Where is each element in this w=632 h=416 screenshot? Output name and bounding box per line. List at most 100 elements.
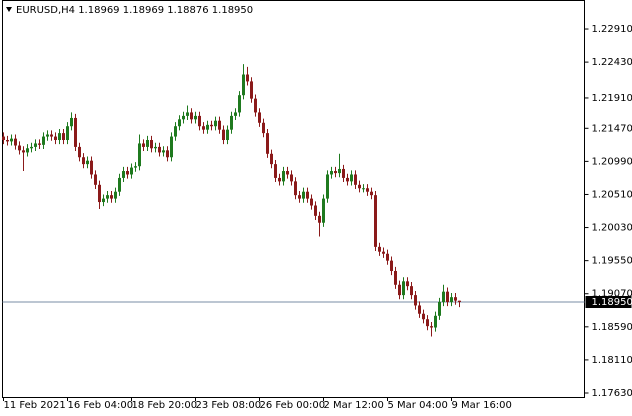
candle-body (294, 181, 297, 196)
candle-body (14, 138, 17, 146)
candle-body (234, 112, 237, 116)
candle-body (334, 171, 337, 174)
candle-body (186, 112, 189, 116)
candle-body (158, 146, 161, 153)
candle-body (342, 168, 345, 178)
chart-title: EURUSD,H4 1.18969 1.18969 1.18876 1.1895… (16, 5, 253, 16)
candle-body (66, 126, 69, 141)
candle-body (454, 297, 457, 301)
candle-body (458, 300, 461, 303)
candle-body (326, 174, 329, 199)
candle-body (314, 205, 317, 216)
candle-body (230, 115, 233, 130)
candle-body (54, 136, 57, 141)
candle-body (398, 284, 401, 296)
candle-body (418, 305, 421, 314)
candle-body (362, 188, 365, 190)
candle-body (126, 171, 129, 175)
candle-body (218, 120, 221, 130)
candle-body (266, 133, 269, 154)
price-label-box (585, 296, 632, 309)
plot-frame (2, 0, 585, 398)
candle-body (406, 281, 409, 287)
candle-body (198, 115, 201, 127)
y-tick-label: 1.18110 (592, 355, 632, 366)
candle-body (190, 112, 193, 120)
candle-body (94, 174, 97, 185)
candle-body (146, 140, 149, 147)
candle-body (170, 136, 173, 158)
candle-body (62, 133, 65, 141)
x-tick-label: 16 Feb 04:00 (68, 400, 134, 411)
candle-body (238, 95, 241, 113)
candle-body (414, 295, 417, 306)
candle-body (426, 319, 429, 327)
y-tick-label: 1.21910 (592, 93, 632, 104)
candle-body (26, 148, 29, 153)
candle-body (318, 215, 321, 223)
candle-body (174, 126, 177, 137)
candle-body (154, 146, 157, 149)
x-tick-label: 11 Feb 2021 (4, 400, 66, 411)
candle-body (366, 188, 369, 192)
candle-body (374, 195, 377, 247)
candle-body (286, 171, 289, 175)
candle-body (90, 160, 93, 175)
price-label: 1.18950 (592, 297, 632, 308)
candle-body (58, 133, 61, 141)
candle-body (438, 302, 441, 316)
candle-body (38, 143, 41, 145)
candle-body (78, 146, 81, 158)
candle-body (10, 138, 13, 142)
menu-arrow (6, 7, 12, 12)
candle-body (278, 177, 281, 182)
y-tick-label: 1.19550 (592, 256, 632, 267)
candle-body (18, 145, 21, 151)
y-tick-label: 1.20510 (592, 189, 632, 200)
candle-body (102, 198, 105, 203)
y-tick-label: 1.20030 (592, 223, 632, 234)
candle-body (282, 171, 285, 182)
candle-body (82, 157, 85, 165)
x-tick-label: 26 Feb 00:00 (260, 400, 326, 411)
candle-body (210, 124, 213, 127)
candle-body (350, 174, 353, 182)
candle-body (150, 140, 153, 149)
candle-body (242, 74, 245, 96)
candle-body (134, 166, 137, 168)
candle-body (370, 191, 373, 196)
candle-body (354, 174, 357, 185)
candle-body (98, 184, 101, 203)
candle-body (390, 260, 393, 271)
y-tick-label: 1.22910 (592, 24, 632, 35)
candle-body (214, 120, 217, 127)
x-tick-label: 23 Feb 08:00 (196, 400, 262, 411)
candle-body (338, 168, 341, 174)
candle-body (246, 74, 249, 82)
candle-body (110, 195, 113, 199)
candle-body (430, 326, 433, 328)
candle-body (290, 174, 293, 182)
candle-body (118, 177, 121, 192)
candle-body (34, 143, 37, 147)
candle-body (274, 164, 277, 178)
x-tick-label: 2 Mar 12:00 (324, 400, 384, 411)
candle-body (422, 313, 425, 320)
candle-body (302, 191, 305, 199)
y-tick-label: 1.18590 (592, 322, 632, 333)
x-tick-label: 9 Mar 16:00 (452, 400, 512, 411)
candle-body (394, 270, 397, 285)
candle-body (450, 297, 453, 303)
candle-body (138, 143, 141, 167)
candle-body (206, 124, 209, 130)
candle-body (194, 115, 197, 120)
candle-body (106, 195, 109, 199)
y-tick-label: 1.21470 (592, 123, 632, 134)
candle-body (6, 140, 9, 142)
x-tick-label: 18 Feb 20:00 (132, 400, 198, 411)
candle-body (46, 134, 49, 137)
candle-body (166, 150, 169, 158)
candle-body (114, 191, 117, 199)
candle-body (402, 281, 405, 296)
candle-body (386, 253, 389, 261)
